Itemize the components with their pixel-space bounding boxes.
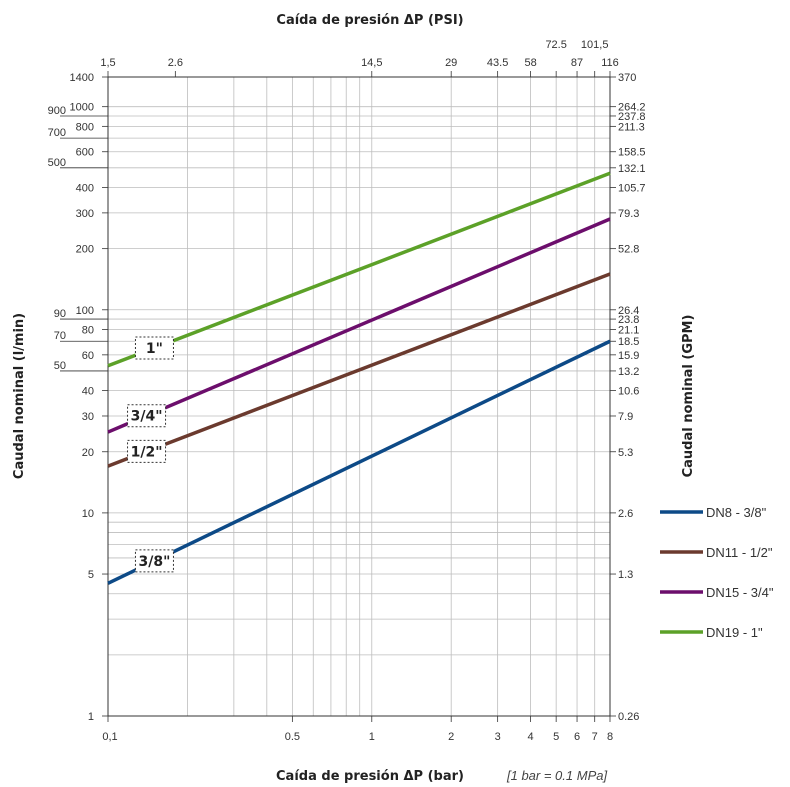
- left-tick-label: 30: [82, 411, 94, 423]
- top-tick-label: 58: [524, 57, 536, 69]
- right-tick-label: 15.9: [618, 350, 639, 362]
- top-axis-title: Caída de presión ΔP (PSI): [276, 13, 463, 28]
- unit-conversion-note: [1 bar = 0.1 MPa]: [506, 768, 607, 783]
- top-tick-label: 43.5: [487, 57, 508, 69]
- top-tick-label: 29: [445, 57, 457, 69]
- right-tick-label: 105.7: [618, 183, 646, 195]
- left-tick-label: 800: [76, 121, 94, 133]
- right-tick-label: 158.5: [618, 147, 646, 159]
- right-tick-label: 21.1: [618, 324, 639, 336]
- right-tick-label: 79.3: [618, 208, 639, 220]
- right-tick-label: 132.1: [618, 163, 646, 175]
- bottom-axis-ticks: 0,1 0.5 1 2 3 4 5 6 7 8: [102, 716, 613, 743]
- left-tick-label: 1000: [70, 102, 94, 114]
- left-tick-label: 600: [76, 147, 94, 159]
- series-line: [107, 339, 611, 585]
- series-label: 3/8": [139, 554, 171, 570]
- legend-entry: DN8 - 3/8": [706, 505, 767, 520]
- right-tick-label: 211.3: [618, 121, 645, 133]
- series-lines: [107, 171, 611, 585]
- grid: [108, 77, 610, 716]
- top-tick-label: 2.6: [168, 57, 183, 69]
- bottom-axis-title: Caída de presión ΔP (bar): [276, 769, 464, 784]
- left-tick-label: 900: [48, 105, 66, 117]
- bottom-tick-label: 7: [592, 731, 598, 743]
- left-tick-label: 90: [54, 308, 66, 320]
- left-tick-label: 700: [48, 127, 66, 139]
- series-label-box: [134, 549, 174, 573]
- left-tick-label: 1400: [70, 72, 94, 84]
- left-tick-label: 200: [76, 244, 94, 256]
- left-tick-label: 1: [88, 711, 94, 723]
- right-tick-label: 13.2: [618, 366, 639, 378]
- left-tick-label: 80: [82, 324, 94, 336]
- bottom-tick-label: 2: [448, 731, 454, 743]
- top-tick-label: 87: [571, 57, 583, 69]
- right-tick-label: 370: [618, 72, 636, 84]
- right-tick-label: 23.8: [618, 314, 639, 326]
- left-tick-label: 400: [76, 183, 94, 195]
- bottom-tick-label: 3: [495, 731, 501, 743]
- left-tick-label: 10: [82, 508, 94, 520]
- bottom-tick-label: 6: [574, 731, 580, 743]
- series-label: 1/2": [131, 444, 163, 460]
- left-tick-label: 40: [82, 386, 94, 398]
- right-tick-label: 1.3: [618, 569, 633, 581]
- left-tick-label: 5: [88, 569, 94, 581]
- series-line: [107, 217, 611, 434]
- left-tick-label: 70: [54, 330, 66, 342]
- bottom-tick-label: 8: [607, 731, 613, 743]
- legend-entry: DN11 - 1/2": [706, 545, 773, 560]
- bottom-tick-label: 0.5: [285, 731, 300, 743]
- series-label-box: [134, 336, 174, 360]
- right-tick-label: 7.9: [618, 411, 633, 423]
- top-tick-label: 72.5: [545, 39, 566, 51]
- right-tick-label: 10.6: [618, 386, 639, 398]
- top-tick-label: 14,5: [361, 57, 382, 69]
- bottom-tick-label: 0,1: [102, 731, 117, 743]
- right-tick-label: 2.6: [618, 508, 633, 520]
- left-tick-label: 50: [54, 360, 66, 372]
- right-tick-label: 237.8: [618, 111, 646, 123]
- right-tick-label: 26.4: [618, 305, 639, 317]
- legend: DN8 - 3/8" DN11 - 1/2" DN15 - 3/4" DN19 - 1…: [660, 505, 774, 640]
- top-tick-label: 101,5: [581, 39, 609, 51]
- bottom-tick-label: 5: [553, 731, 559, 743]
- right-tick-label: 264.2: [618, 102, 646, 114]
- series-label: 3/4": [131, 409, 163, 425]
- series-label-box: [127, 439, 167, 463]
- right-tick-label: 52.8: [618, 244, 639, 256]
- bottom-tick-label: 4: [528, 731, 534, 743]
- series-line: [107, 272, 611, 468]
- left-tick-label: 20: [82, 447, 94, 459]
- left-tick-label: 60: [82, 350, 94, 362]
- left-axis-ticks: 1 5 10 20 30 40 50 60 70 80 90 100 200 300 400 500 600 70…: [48, 72, 108, 723]
- legend-entry: DN19 - 1": [706, 625, 763, 640]
- top-tick-label: 116: [601, 57, 619, 69]
- top-tick-label: 1,5: [100, 57, 115, 69]
- left-tick-label: 500: [48, 157, 66, 169]
- legend-entry: DN15 - 3/4": [706, 585, 774, 600]
- right-axis-ticks: 0.26 1.3 2.6 5.3 7.9 10.6 13.2 15.9 18.521.123.8…: [610, 72, 646, 723]
- top-axis-ticks: 1,5 2.6 14,5 29 43.5 58 72.5 87 101,5 116: [100, 39, 619, 77]
- series-label: 1": [146, 341, 163, 357]
- series-labels: 3/8" 1/2" 3/4" 1": [127, 336, 174, 573]
- plot-frame: [107, 76, 611, 717]
- right-tick-label: 18.5: [618, 336, 639, 348]
- right-tick-label: 5.3: [618, 447, 633, 459]
- bottom-tick-label: 1: [369, 731, 375, 743]
- right-tick-label: 0.26: [618, 711, 639, 723]
- series-line: [107, 171, 611, 368]
- left-tick-label: 100: [76, 305, 94, 317]
- right-axis-title: Caudal nominal (GPM): [681, 315, 696, 478]
- series-label-box: [127, 404, 167, 428]
- left-tick-label: 300: [76, 208, 94, 220]
- left-axis-title: Caudal nominal (l/min): [12, 313, 27, 479]
